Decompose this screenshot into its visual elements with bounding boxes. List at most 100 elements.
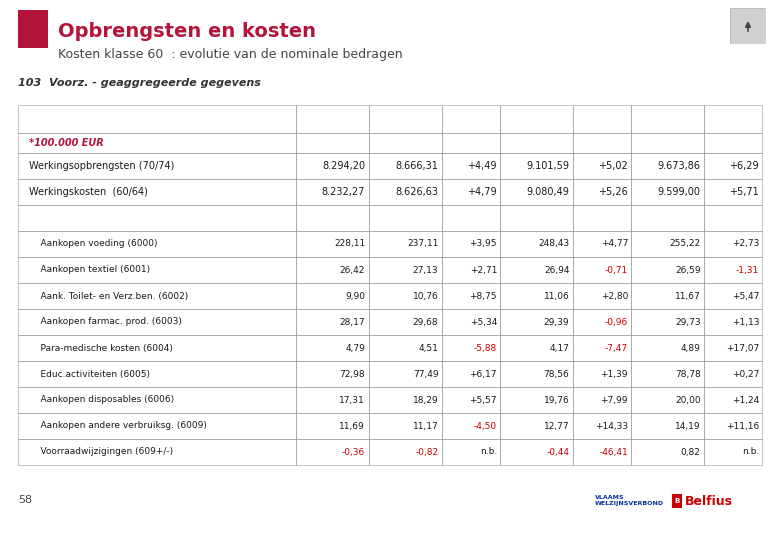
Text: -4,50: -4,50 — [473, 422, 497, 430]
Text: 4,51: 4,51 — [419, 343, 438, 353]
Text: +5,34: +5,34 — [470, 318, 497, 327]
Text: 4,17: 4,17 — [550, 343, 569, 353]
Text: 72,98: 72,98 — [339, 369, 365, 379]
Text: 8.626,63: 8.626,63 — [395, 187, 438, 197]
Text: Voorraden en leveringen (60): Voorraden en leveringen (60) — [29, 213, 192, 223]
Text: 9.599,00: 9.599,00 — [658, 187, 700, 197]
Text: 9.101,59: 9.101,59 — [526, 161, 569, 171]
Text: 9,90: 9,90 — [345, 292, 365, 300]
Text: 9.080,49: 9.080,49 — [526, 187, 569, 197]
Text: -46,41: -46,41 — [599, 448, 628, 456]
Text: 8.294,20: 8.294,20 — [322, 161, 365, 171]
Text: 27,13: 27,13 — [413, 266, 438, 274]
Text: -1,31: -1,31 — [736, 266, 759, 274]
Text: 430,65: 430,65 — [532, 213, 569, 223]
Text: 2012: 2012 — [521, 114, 552, 124]
Text: 10,76: 10,76 — [413, 292, 438, 300]
Text: 4,79: 4,79 — [346, 343, 365, 353]
Text: 77,49: 77,49 — [413, 369, 438, 379]
Text: -7,47: -7,47 — [605, 343, 628, 353]
Text: 441,89: 441,89 — [663, 213, 700, 223]
Text: -0,82: -0,82 — [415, 448, 438, 456]
Text: +5,47: +5,47 — [732, 292, 759, 300]
Text: +7,99: +7,99 — [601, 395, 628, 404]
Text: Aank. Toilet- en Verz.ben. (6002): Aank. Toilet- en Verz.ben. (6002) — [29, 292, 188, 300]
Text: 28,17: 28,17 — [339, 318, 365, 327]
Text: +1,13: +1,13 — [732, 318, 759, 327]
Text: -0,36: -0,36 — [342, 448, 365, 456]
Text: 228,11: 228,11 — [334, 240, 365, 248]
Text: 11,69: 11,69 — [339, 422, 365, 430]
Text: -0,71: -0,71 — [604, 266, 628, 274]
Text: +4,49: +4,49 — [467, 161, 497, 171]
Text: +3,95: +3,95 — [470, 240, 497, 248]
Text: -0,96: -0,96 — [604, 318, 628, 327]
Text: Werkingsopbrengsten (70/74): Werkingsopbrengsten (70/74) — [29, 161, 175, 171]
Text: Aankopen textiel (6001): Aankopen textiel (6001) — [29, 266, 151, 274]
Text: Aankopen farmac. prod. (6003): Aankopen farmac. prod. (6003) — [29, 318, 182, 327]
Text: Goederen (60): Goederen (60) — [29, 114, 119, 124]
Text: Para-medische kosten (6004): Para-medische kosten (6004) — [29, 343, 173, 353]
Text: +2,80: +2,80 — [601, 292, 628, 300]
Text: 0,82: 0,82 — [681, 448, 700, 456]
Text: 11,17: 11,17 — [413, 422, 438, 430]
Text: 2011: 2011 — [390, 114, 421, 124]
Text: 78,56: 78,56 — [544, 369, 569, 379]
Text: 78,78: 78,78 — [675, 369, 700, 379]
Text: 248,43: 248,43 — [538, 240, 569, 248]
Text: +8,75: +8,75 — [470, 292, 497, 300]
Text: -5,88: -5,88 — [473, 343, 497, 353]
Text: Educ.activiteiten (6005): Educ.activiteiten (6005) — [29, 369, 150, 379]
Text: +0,27: +0,27 — [732, 369, 759, 379]
Text: 11,06: 11,06 — [544, 292, 569, 300]
Text: 20,00: 20,00 — [675, 395, 700, 404]
Text: Δ%: Δ% — [723, 114, 743, 124]
Text: 14,19: 14,19 — [675, 422, 700, 430]
Text: 19,76: 19,76 — [544, 395, 569, 404]
Text: 2010: 2010 — [317, 114, 348, 124]
Text: 26,94: 26,94 — [544, 266, 569, 274]
Text: 255,22: 255,22 — [669, 240, 700, 248]
Text: +5,71: +5,71 — [729, 187, 759, 197]
Text: +5,57: +5,57 — [470, 395, 497, 404]
Text: 58: 58 — [18, 495, 32, 505]
Text: +5,02: +5,02 — [598, 161, 628, 171]
Text: Werkingskosten  (60/64): Werkingskosten (60/64) — [29, 187, 148, 197]
Text: Kosten klasse 60  : evolutie van de nominale bedragen: Kosten klasse 60 : evolutie van de nomin… — [58, 48, 402, 61]
Text: *100.000 EUR: *100.000 EUR — [29, 138, 104, 148]
Text: Δ%: Δ% — [461, 114, 480, 124]
Text: +5,26: +5,26 — [598, 187, 628, 197]
Text: -0,44: -0,44 — [547, 448, 569, 456]
Text: 26,42: 26,42 — [340, 266, 365, 274]
Text: B: B — [675, 498, 679, 504]
Text: 29,39: 29,39 — [544, 318, 569, 327]
Text: +2,73: +2,73 — [732, 240, 759, 248]
Text: 29,68: 29,68 — [413, 318, 438, 327]
Text: Aankopen andere verbruiksg. (6009): Aankopen andere verbruiksg. (6009) — [29, 422, 207, 430]
Text: n.b.: n.b. — [742, 448, 759, 456]
Text: Voorraadwijzigingen (609+/-): Voorraadwijzigingen (609+/-) — [29, 448, 173, 456]
Text: +1,39: +1,39 — [601, 369, 628, 379]
Text: +14,33: +14,33 — [595, 422, 628, 430]
Text: +11,16: +11,16 — [726, 422, 759, 430]
Text: +1,24: +1,24 — [732, 395, 759, 404]
Text: VLAAMS
WELZIJNSVERBOND: VLAAMS WELZIJNSVERBOND — [595, 495, 664, 506]
Text: +3,69: +3,69 — [596, 213, 628, 223]
Text: +4,09: +4,09 — [465, 213, 497, 223]
Text: Aankopen voeding (6000): Aankopen voeding (6000) — [29, 240, 158, 248]
Text: +6,29: +6,29 — [729, 161, 759, 171]
Text: +4,79: +4,79 — [467, 187, 497, 197]
Text: 12,77: 12,77 — [544, 422, 569, 430]
Text: 26,59: 26,59 — [675, 266, 700, 274]
Text: 9.673,86: 9.673,86 — [658, 161, 700, 171]
Text: 29,73: 29,73 — [675, 318, 700, 327]
Text: +4,77: +4,77 — [601, 240, 628, 248]
Text: +17,07: +17,07 — [726, 343, 759, 353]
Text: Belfius: Belfius — [685, 495, 733, 508]
Text: 17,31: 17,31 — [339, 395, 365, 404]
Text: n.b.: n.b. — [480, 448, 497, 456]
Text: Δ%: Δ% — [592, 114, 612, 124]
Text: 8.232,27: 8.232,27 — [322, 187, 365, 197]
Text: 237,11: 237,11 — [407, 240, 438, 248]
Text: 18,29: 18,29 — [413, 395, 438, 404]
